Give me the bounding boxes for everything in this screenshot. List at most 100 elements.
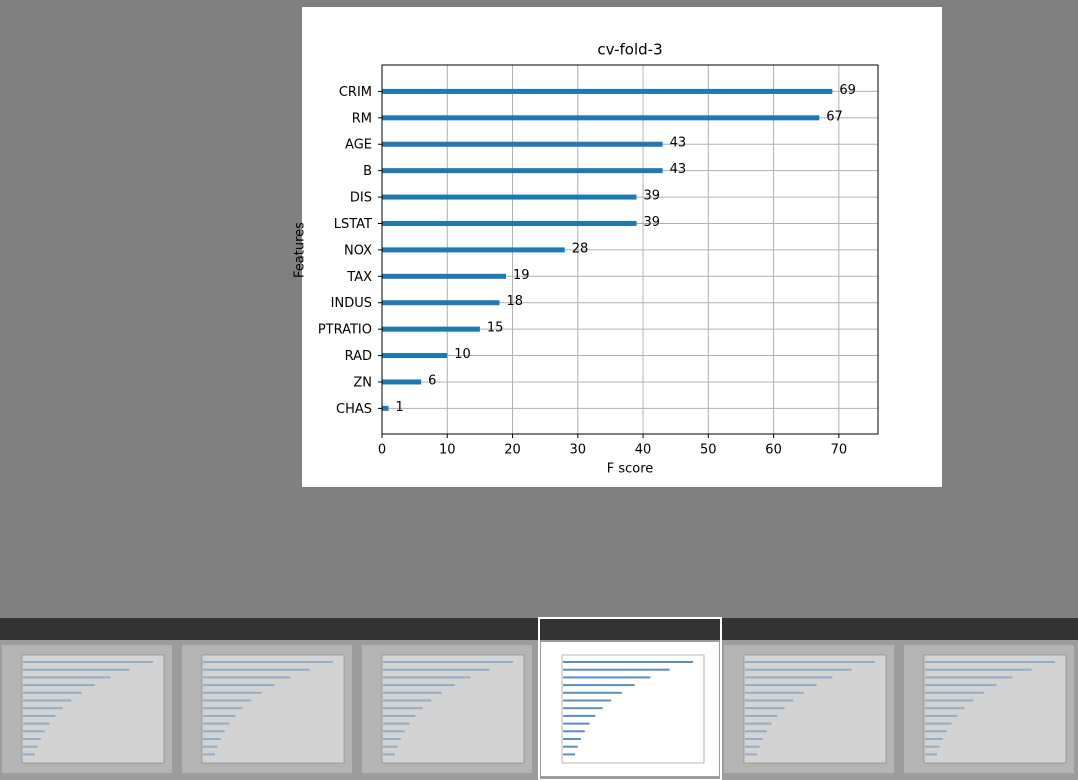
bar	[382, 168, 663, 174]
value-label: 67	[826, 109, 843, 124]
thumbnail-bar	[925, 745, 940, 748]
thumbnail-bar	[745, 684, 817, 687]
y-tick-label: RM	[352, 111, 372, 126]
value-label: 18	[506, 294, 523, 309]
thumbnail-bar	[563, 699, 612, 702]
thumbnail-bar	[745, 699, 794, 702]
bar	[382, 115, 820, 121]
x-tick-label: 20	[504, 443, 521, 458]
bar	[382, 326, 480, 332]
thumbnail-bar	[203, 684, 275, 687]
thumbnail-bar	[563, 722, 590, 725]
y-tick-label: RAD	[345, 349, 372, 364]
thumbnail-bar	[563, 668, 670, 671]
thumbnail-bar	[23, 730, 45, 733]
selected-thumbnail-frame	[538, 617, 722, 780]
thumbnail-bar	[23, 691, 82, 694]
thumbnail-bar	[563, 676, 651, 679]
thumbnail-bar	[925, 661, 1055, 663]
thumbnail-bar	[925, 730, 947, 733]
value-label: 43	[670, 162, 687, 177]
thumbnail-bar	[23, 684, 95, 687]
thumbnail-bar	[203, 730, 225, 733]
thumbnail-bar	[563, 684, 635, 687]
x-tick-label: 0	[378, 443, 386, 458]
thumbnail-bar	[203, 745, 218, 748]
thumbnail-bar	[745, 730, 767, 733]
thumbnail-bar	[745, 745, 760, 748]
thumbnail-bar	[23, 714, 56, 717]
thumbnail-bar	[383, 684, 455, 687]
value-label: 19	[513, 268, 530, 283]
y-tick-label: NOX	[344, 243, 372, 258]
value-label: 28	[572, 241, 589, 256]
bar	[382, 88, 833, 94]
thumbnail-bar	[203, 661, 333, 663]
y-tick-label: CRIM	[339, 85, 372, 100]
thumbnail-bar	[23, 745, 38, 748]
x-axis-label: F score	[607, 462, 654, 477]
thumbnail-bar	[563, 691, 622, 694]
bar	[382, 247, 565, 253]
thumbnail-bar	[925, 699, 974, 702]
x-tick-label: 40	[635, 443, 652, 458]
y-axis-label: Features	[293, 222, 308, 278]
thumbnail-bar	[23, 676, 111, 679]
x-tick-label: 30	[570, 443, 587, 458]
thumbnail-bar	[383, 753, 396, 756]
thumbnail-bar	[745, 691, 804, 694]
thumbnail-bar	[203, 668, 310, 671]
bar	[382, 405, 389, 411]
value-label: 69	[839, 83, 856, 98]
thumbnail-bar	[925, 738, 943, 740]
thumbnail-bar	[563, 753, 576, 756]
thumbnail-bar	[203, 699, 252, 702]
thumbnail-bar	[203, 714, 236, 717]
y-tick-label: LSTAT	[334, 217, 372, 232]
value-label: 43	[670, 136, 687, 151]
y-tick-label: AGE	[345, 138, 372, 153]
thumbnail-bar	[203, 738, 221, 740]
thumbnail-bar	[925, 684, 997, 687]
bar	[382, 300, 500, 306]
thumbnail-bar	[23, 668, 130, 671]
thumbnail-bar	[925, 707, 965, 710]
thumbnail-bar	[203, 722, 230, 725]
thumbnail-bar	[563, 745, 578, 748]
thumbnail-bar	[745, 668, 852, 671]
thumbnail-bar	[925, 714, 958, 717]
thumbnail-bar	[383, 668, 490, 671]
thumbnail-bar	[383, 722, 410, 725]
thumbnail-bar	[383, 699, 432, 702]
thumbnail-bar	[383, 676, 471, 679]
x-tick-label: 70	[831, 443, 848, 458]
thumbnail-bar	[563, 714, 596, 717]
thumbnail-bar	[383, 714, 416, 717]
thumbnail-bar	[203, 707, 243, 710]
value-label: 15	[487, 321, 504, 336]
thumbnail-bar	[23, 699, 72, 702]
thumbnail-bar	[563, 738, 581, 740]
thumbnail-bar	[203, 676, 291, 679]
thumbnail-bar	[745, 661, 875, 663]
value-label: 1	[396, 400, 404, 415]
bar	[382, 379, 422, 385]
x-tick-label: 50	[700, 443, 717, 458]
thumbnail-bar	[383, 661, 513, 663]
y-tick-label: TAX	[346, 270, 372, 285]
y-tick-label: CHAS	[336, 402, 372, 417]
thumbnail-bar	[23, 753, 36, 756]
thumbnail-bar	[745, 707, 785, 710]
thumbnail-bar	[925, 753, 938, 756]
thumbnail-bar	[383, 707, 423, 710]
value-label: 10	[454, 347, 471, 362]
chart-image	[302, 7, 942, 487]
y-tick-label: INDUS	[331, 296, 372, 311]
x-tick-label: 60	[765, 443, 782, 458]
thumbnail-bar	[925, 676, 1013, 679]
y-tick-label: ZN	[353, 375, 372, 390]
thumbnail-bar	[23, 738, 41, 740]
value-label: 6	[428, 373, 436, 388]
thumbnail-bar	[745, 753, 758, 756]
